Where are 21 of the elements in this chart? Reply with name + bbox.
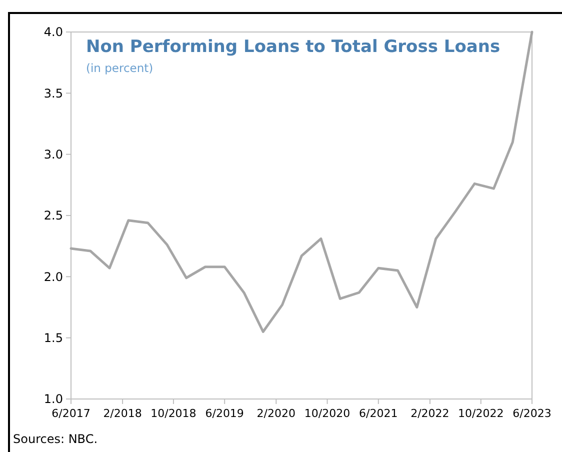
x-tick-label: 2/2022 bbox=[410, 407, 450, 420]
source-note: Sources: NBC. bbox=[13, 432, 98, 446]
x-tick-label: 2/2020 bbox=[256, 407, 296, 420]
x-tick-label: 10/2022 bbox=[458, 407, 504, 420]
y-tick-label: 2.0 bbox=[44, 270, 63, 284]
y-tick-label: 1.0 bbox=[44, 392, 63, 406]
y-tick-label: 1.5 bbox=[44, 331, 63, 346]
x-tick-label: 6/2023 bbox=[512, 407, 552, 420]
line-series bbox=[70, 30, 534, 333]
y-tick-label: 4.0 bbox=[44, 25, 63, 40]
x-tick-label: 10/2020 bbox=[304, 407, 350, 420]
x-tick-label: 6/2019 bbox=[205, 407, 244, 420]
x-tick-label: 2/2018 bbox=[103, 407, 142, 420]
x-tick-label: 10/2018 bbox=[150, 407, 196, 420]
text: (in percent) bbox=[86, 61, 154, 75]
chart-title: Non Performing Loans to Total Gross Loans bbox=[86, 37, 500, 57]
y-tick-label: 3.5 bbox=[44, 86, 63, 100]
y-tick-label: 2.5 bbox=[44, 208, 63, 223]
x-tick-label: 6/2017 bbox=[52, 407, 90, 420]
x-tick-label: 6/2021 bbox=[359, 407, 398, 420]
y-tick-label: 3.0 bbox=[44, 148, 63, 162]
